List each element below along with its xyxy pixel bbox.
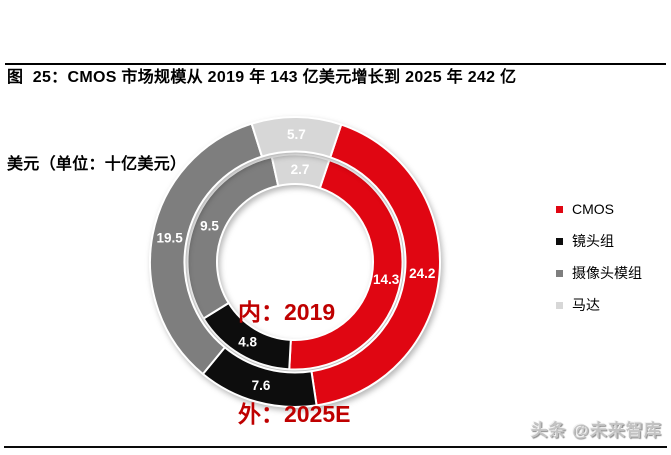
ring-2019: 14.3 4.8 9.5 2.7: [186, 153, 404, 371]
legend-item-camera-module: 摄像头模组: [556, 257, 642, 289]
chart-center-label: 内：2019 外：2025E: [238, 227, 351, 455]
legend-item-motor: 马达: [556, 289, 642, 321]
legend-item-lens: 镜头组: [556, 225, 642, 257]
watermark: 头条 @未来智库: [530, 421, 662, 440]
data-label-2025E-马达: 5.7: [287, 127, 306, 142]
center-label-inner-ring: 内：2019: [238, 299, 336, 325]
figure-title-line2: 美元（单位：十亿美元）: [7, 156, 187, 173]
legend-marker: [556, 301, 563, 309]
data-label-2025E-CMOS: 24.2: [409, 266, 435, 281]
legend-item-cmos: CMOS: [556, 193, 642, 225]
legend-marker: [556, 269, 563, 277]
segment-2025E-马达: [250, 116, 343, 159]
legend-label: 马达: [572, 297, 600, 313]
ring-2025E: 24.2 7.6 19.5 5.7: [149, 116, 442, 408]
center-label-outer-ring: 外：2025E: [238, 401, 351, 427]
data-label-2019-CMOS: 14.3: [373, 272, 400, 287]
legend-label: CMOS: [572, 201, 614, 217]
segment-2019-CMOS: [288, 159, 404, 371]
segment-2025E-CMOS: [310, 123, 442, 407]
title-divider: [5, 63, 666, 65]
data-label-2019-马达: 2.7: [291, 162, 310, 177]
data-label-2025E-镜头组: 7.6: [252, 378, 271, 393]
legend-marker: [556, 237, 563, 245]
figure-title-line1: 图 25：CMOS 市场规模从 2019 年 143 亿美元增长到 2025 年…: [7, 69, 517, 86]
legend-marker: [556, 205, 563, 213]
chart-legend: CMOS 镜头组 摄像头模组 马达: [556, 193, 642, 321]
segment-2019-马达: [270, 153, 331, 190]
figure-title: 图 25：CMOS 市场规模从 2019 年 143 亿美元增长到 2025 年…: [7, 5, 516, 237]
bottom-divider: [4, 446, 667, 448]
data-label-2019-摄像头模组: 9.5: [200, 219, 219, 234]
data-label-2025E-摄像头模组: 19.5: [156, 230, 183, 245]
data-label-2019-镜头组: 4.8: [238, 334, 257, 349]
legend-label: 镜头组: [572, 233, 614, 249]
legend-label: 摄像头模组: [572, 265, 642, 281]
